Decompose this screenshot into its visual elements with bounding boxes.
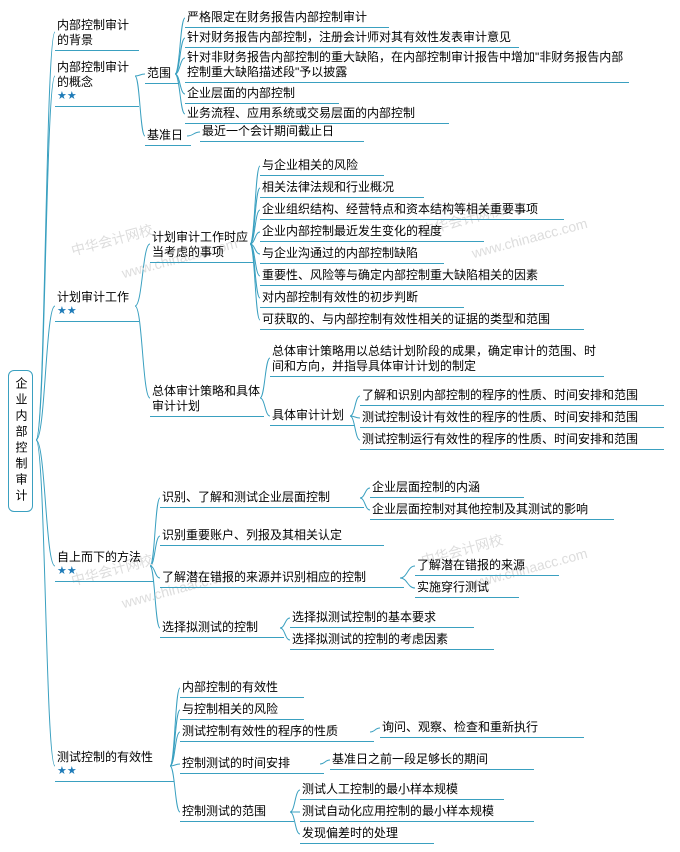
leaf-node: 测试控制运行有效性的程序的性质、时间安排和范围: [360, 432, 664, 450]
branch-node: 测试控制有效性的程序的性质: [180, 724, 374, 742]
leaf-node: 测试人工控制的最小样本规模: [300, 782, 504, 800]
leaf-node: 业务流程、应用系统或交易层面的内部控制: [185, 106, 449, 124]
leaf-node: 对内部控制有效性的初步判断: [260, 290, 464, 308]
importance-stars: ★★: [57, 305, 137, 319]
leaf-node: 了解潜在错报的来源: [415, 558, 559, 576]
watermark: 中华会计网校: [69, 219, 155, 260]
branch-node: 基准日: [145, 128, 191, 146]
leaf-node: 相关法律法规和行业概况: [260, 180, 424, 198]
leaf-node: 发现偏差时的处理: [300, 826, 434, 844]
leaf-node: 可获取的、与内部控制有效性相关的证据的类型和范围: [260, 312, 584, 330]
leaf-node: 测试控制设计有效性的程序的性质、时间安排和范围: [360, 410, 664, 428]
leaf-node: 企业层面控制的内涵: [370, 480, 524, 498]
leaf-node: 重要性、风险等与确定内部控制重大缺陷相关的因素: [260, 268, 564, 286]
watermark: www.chinaacc.com: [470, 215, 589, 261]
leaf-node: 实施穿行测试: [415, 580, 519, 598]
branch-node: 控制测试的时间安排: [180, 756, 324, 774]
branch-node: 自上而下的方法★★: [55, 550, 154, 582]
branch-node: 识别、了解和测试企业层面控制: [160, 490, 364, 508]
branch-node: 测试控制的有效性★★: [55, 750, 174, 782]
leaf-node: 企业层面控制对其他控制及其测试的影响: [370, 502, 614, 520]
leaf-node: 与企业相关的风险: [260, 158, 384, 176]
leaf-node: 针对财务报告内部控制，注册会计师对其有效性发表审计意见: [185, 30, 519, 48]
leaf-node: 选择拟测试控制的基本要求: [290, 610, 474, 628]
branch-node: 计划审计工作时应当考虑的事项: [150, 230, 254, 263]
importance-stars: ★★: [57, 565, 152, 579]
leaf-node: 基准日之前一段足够长的期间: [330, 752, 534, 770]
leaf-node: 识别重要账户、列报及其相关认定: [160, 528, 384, 546]
leaf-node: 了解和识别内部控制的程序的性质、时间安排和范围: [360, 388, 664, 406]
branch-node: 总体审计策略和具体审计计划: [150, 384, 264, 417]
leaf-node: 针对非财务报告内部控制的重大缺陷，在内部控制审计报告中增加"非财务报告内部控制重…: [185, 50, 629, 83]
branch-node: 内部控制审计的背景: [55, 18, 139, 51]
leaf-node: 询问、观察、检查和重新执行: [380, 720, 584, 738]
leaf-node: 企业内部控制最近发生变化的程度: [260, 224, 484, 242]
leaf-node: 与控制相关的风险: [180, 702, 304, 720]
leaf-node: 测试自动化应用控制的最小样本规模: [300, 804, 534, 822]
root-node: 企业内部控制审计: [8, 370, 33, 512]
branch-node: 具体审计计划: [270, 408, 354, 426]
leaf-node: 总体审计策略用以总结计划阶段的成果，确定审计的范围、时间和方向，并指导具体审计计…: [270, 344, 604, 377]
importance-stars: ★★: [57, 765, 172, 779]
branch-node: 范围: [145, 66, 179, 84]
leaf-node: 企业层面的内部控制: [185, 86, 339, 104]
importance-stars: ★★: [57, 90, 137, 104]
branch-node: 选择拟测试的控制: [160, 620, 284, 638]
branch-node: 控制测试的范围: [180, 804, 294, 822]
leaf-node: 最近一个会计期间截止日: [200, 124, 364, 142]
leaf-node: 与企业沟通过的内部控制缺陷: [260, 246, 444, 264]
leaf-node: 企业组织结构、经营特点和资本结构等相关重要事项: [260, 202, 564, 220]
branch-node: 内部控制审计的概念★★: [55, 60, 139, 107]
branch-node: 了解潜在错报的来源并识别相应的控制: [160, 570, 404, 588]
branch-node: 计划审计工作★★: [55, 290, 139, 322]
leaf-node: 选择拟测试的控制的考虑因素: [290, 632, 494, 650]
leaf-node: 严格限定在财务报告内部控制审计: [185, 10, 389, 28]
leaf-node: 内部控制的有效性: [180, 680, 304, 698]
